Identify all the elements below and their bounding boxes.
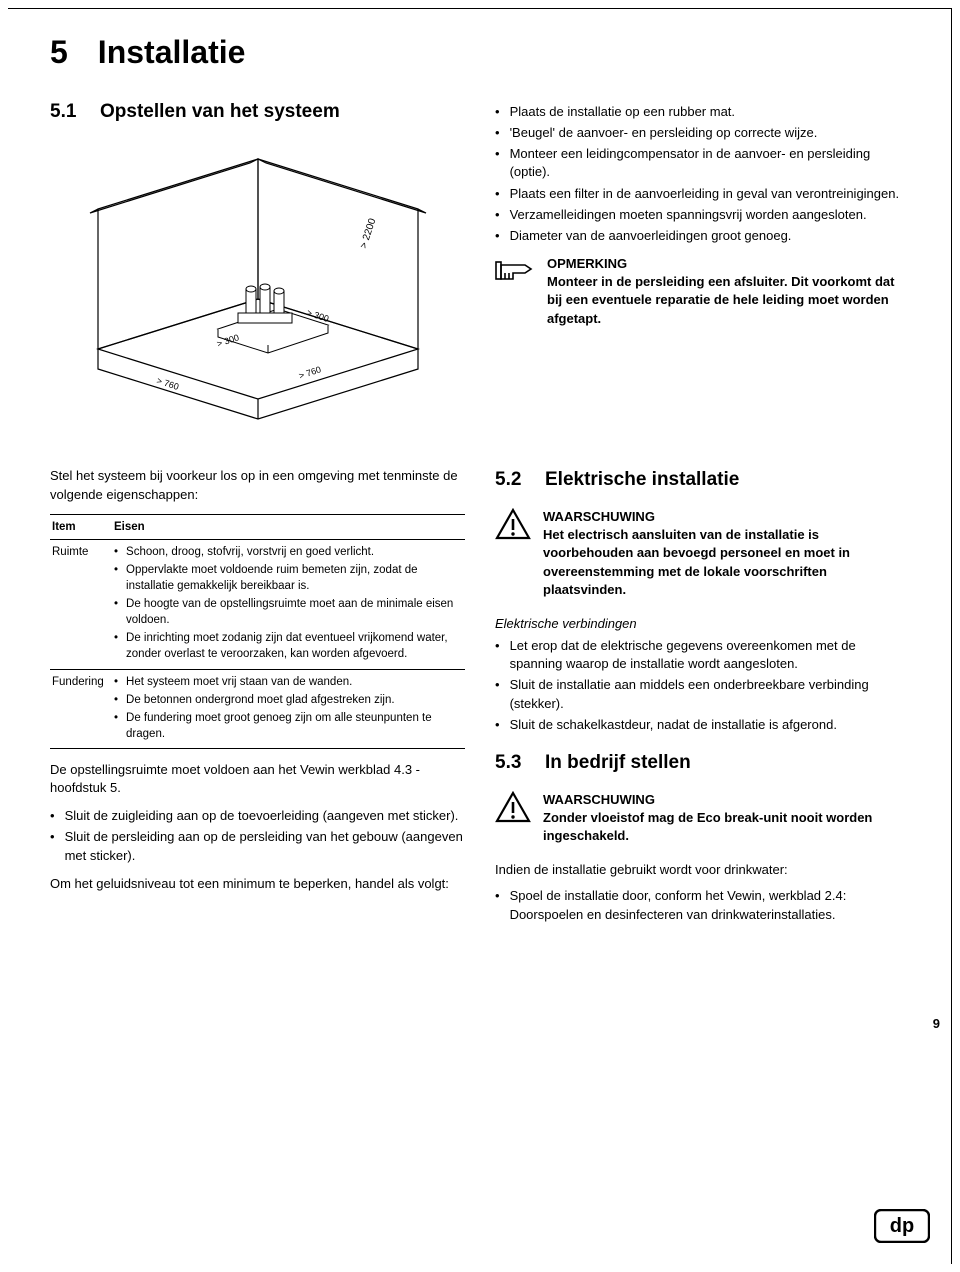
pointing-hand-icon bbox=[495, 255, 535, 290]
upper-columns: 5.1Opstellen van het systeem bbox=[50, 99, 910, 458]
lower-left-column: Stel het systeem bij voorkeur los op in … bbox=[50, 467, 465, 933]
note-block: OPMERKING Monteer in de persleiding een … bbox=[495, 255, 910, 328]
list-item: Schoon, droog, stofvrij, vorstvrij en go… bbox=[114, 544, 459, 560]
lower-columns: Stel het systeem bij voorkeur los op in … bbox=[50, 467, 910, 933]
section-5-1-heading: 5.1Opstellen van het systeem bbox=[50, 99, 465, 126]
list-item: De inrichting moet zodanig zijn dat even… bbox=[114, 630, 459, 662]
warning-title: WAARSCHUWING bbox=[543, 791, 910, 809]
drink-intro: Indien de installatie gebruikt wordt voo… bbox=[495, 861, 910, 879]
drink-bullets: Spoel de installatie door, conform het V… bbox=[495, 887, 910, 923]
list-item: Sluit de zuigleiding aan op de toevoerle… bbox=[50, 807, 465, 825]
list-item: Diameter van de aanvoerleidingen groot g… bbox=[495, 227, 910, 245]
install-bullets: Plaats de installatie op een rubber mat.… bbox=[495, 103, 910, 245]
chapter-number: 5 bbox=[50, 34, 68, 70]
list-item: Verzamelleidingen moeten spanningsvrij w… bbox=[495, 206, 910, 224]
table-cell-item: Fundering bbox=[50, 669, 112, 748]
warning-body: Het electrisch aansluiten van de install… bbox=[543, 527, 850, 597]
left-mid-bullets: Sluit de zuigleiding aan op de toevoerle… bbox=[50, 807, 465, 865]
dim-2200: > 2200 bbox=[358, 217, 378, 250]
section-5-3-title: In bedrijf stellen bbox=[545, 752, 691, 773]
section-5-2-title: Elektrische installatie bbox=[545, 469, 739, 490]
warning-title: WAARSCHUWING bbox=[543, 508, 910, 526]
warning-5-2: WAARSCHUWING Het electrisch aansluiten v… bbox=[495, 508, 910, 599]
table-cell-item: Ruimte bbox=[50, 539, 112, 669]
list-item: 'Beugel' de aanvoer- en persleiding op c… bbox=[495, 124, 910, 142]
list-item: Let erop dat de elektrische gegevens ove… bbox=[495, 637, 910, 673]
section-5-3-num: 5.3 bbox=[495, 750, 545, 777]
installation-diagram: > 2200 > 300 > 300 > 760 > 760 bbox=[50, 139, 465, 439]
elek-subhead: Elektrische verbindingen bbox=[495, 615, 910, 633]
chapter-heading: 5 Installatie bbox=[50, 30, 910, 75]
list-item: De betonnen ondergrond moet glad afgestr… bbox=[114, 692, 459, 708]
list-item: De fundering moet groot genoeg zijn om a… bbox=[114, 710, 459, 742]
room-isometric-svg: > 2200 > 300 > 300 > 760 > 760 bbox=[68, 139, 448, 439]
left-closing: Om het geluidsniveau tot een minimum te … bbox=[50, 875, 465, 893]
upper-left-column: 5.1Opstellen van het systeem bbox=[50, 99, 465, 458]
table-header-eisen: Eisen bbox=[112, 514, 465, 539]
requirements-table: Item Eisen Ruimte Schoon, droog, stofvri… bbox=[50, 514, 465, 749]
note-title: OPMERKING bbox=[547, 255, 910, 273]
list-item: Het systeem moet vrij staan van de wande… bbox=[114, 674, 459, 690]
note-text: OPMERKING Monteer in de persleiding een … bbox=[547, 255, 910, 328]
note-body: Monteer in de persleiding een afsluiter.… bbox=[547, 274, 894, 325]
warning-5-3-text: WAARSCHUWING Zonder vloeistof mag de Eco… bbox=[543, 791, 910, 846]
section-5-2-num: 5.2 bbox=[495, 467, 545, 494]
list-item: Sluit de schakelkastdeur, nadat de insta… bbox=[495, 716, 910, 734]
table-row: Ruimte Schoon, droog, stofvrij, vorstvri… bbox=[50, 539, 465, 669]
table-header-item: Item bbox=[50, 514, 112, 539]
list-item: Plaats een filter in de aanvoerleiding i… bbox=[495, 185, 910, 203]
warning-5-3: WAARSCHUWING Zonder vloeistof mag de Eco… bbox=[495, 791, 910, 846]
list-item: Sluit de persleiding aan op de persleidi… bbox=[50, 828, 465, 864]
section-5-1-num: 5.1 bbox=[50, 99, 100, 126]
section-5-3-heading: 5.3In bedrijf stellen bbox=[495, 750, 910, 777]
table-cell-eisen: Het systeem moet vrij staan van de wande… bbox=[112, 669, 465, 748]
list-item: Oppervlakte moet voldoende ruim bemeten … bbox=[114, 562, 459, 594]
lower-right-column: 5.2Elektrische installatie WAARSCHUWING … bbox=[495, 467, 910, 933]
left-intro: Stel het systeem bij voorkeur los op in … bbox=[50, 467, 465, 503]
list-item: Spoel de installatie door, conform het V… bbox=[495, 887, 910, 923]
section-5-1-title: Opstellen van het systeem bbox=[100, 101, 340, 122]
list-item: Sluit de installatie aan middels een ond… bbox=[495, 676, 910, 712]
table-row: Fundering Het systeem moet vrij staan va… bbox=[50, 669, 465, 748]
list-item: De hoogte van de opstellingsruimte moet … bbox=[114, 596, 459, 628]
chapter-title: Installatie bbox=[98, 34, 246, 70]
upper-right-column: Plaats de installatie op een rubber mat.… bbox=[495, 99, 910, 458]
warning-body: Zonder vloeistof mag de Eco break-unit n… bbox=[543, 810, 872, 843]
svg-text:dp: dp bbox=[890, 1215, 914, 1237]
dp-logo-icon: dp bbox=[874, 1209, 930, 1248]
warning-icon bbox=[495, 508, 531, 545]
dim-760a: > 760 bbox=[155, 376, 180, 393]
dim-760b: > 760 bbox=[297, 365, 322, 382]
warning-5-2-text: WAARSCHUWING Het electrisch aansluiten v… bbox=[543, 508, 910, 599]
list-item: Plaats de installatie op een rubber mat. bbox=[495, 103, 910, 121]
section-5-2-heading: 5.2Elektrische installatie bbox=[495, 467, 910, 494]
table-cell-eisen: Schoon, droog, stofvrij, vorstvrij en go… bbox=[112, 539, 465, 669]
list-item: Monteer een leidingcompensator in de aan… bbox=[495, 145, 910, 181]
warning-icon bbox=[495, 791, 531, 828]
page-number: 9 bbox=[933, 1015, 940, 1033]
after-table-text: De opstellingsruimte moet voldoen aan he… bbox=[50, 761, 465, 797]
elek-bullets: Let erop dat de elektrische gegevens ove… bbox=[495, 637, 910, 734]
